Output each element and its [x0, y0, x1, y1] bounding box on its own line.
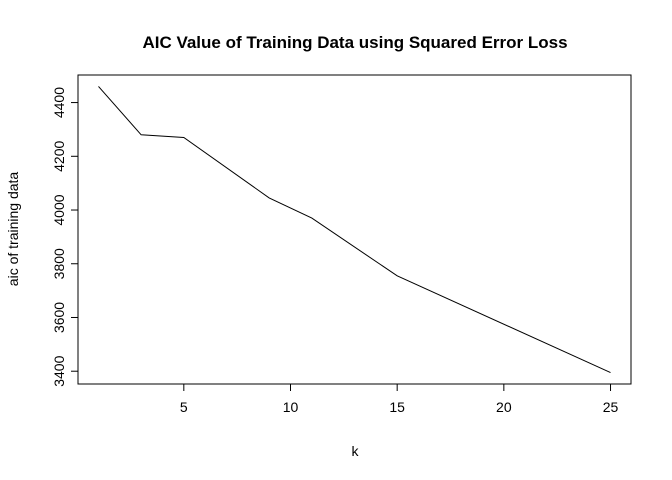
plot-area-frame — [77, 74, 632, 385]
chart-title: AIC Value of Training Data using Squared… — [142, 33, 567, 52]
x-tick-label: 20 — [496, 399, 512, 415]
y-tick-label: 4200 — [51, 141, 67, 172]
y-axis: 3400 3600 3800 4000 4200 4400 — [51, 87, 79, 387]
x-axis: 5 10 15 20 25 — [180, 383, 619, 415]
y-tick-label: 3600 — [51, 302, 67, 333]
x-axis-label: k — [352, 443, 360, 459]
series-layer — [98, 86, 611, 374]
x-tick-label: 25 — [603, 399, 619, 415]
y-tick-label: 4000 — [51, 194, 67, 225]
y-tick-label: 3400 — [51, 355, 67, 386]
y-tick-label: 4400 — [51, 87, 67, 118]
x-tick-label: 15 — [389, 399, 405, 415]
series-line — [98, 86, 611, 374]
x-tick-label: 10 — [283, 399, 299, 415]
y-tick-label: 3800 — [51, 248, 67, 279]
y-axis-label: aic of training data — [5, 172, 21, 287]
x-tick-label: 5 — [180, 399, 188, 415]
